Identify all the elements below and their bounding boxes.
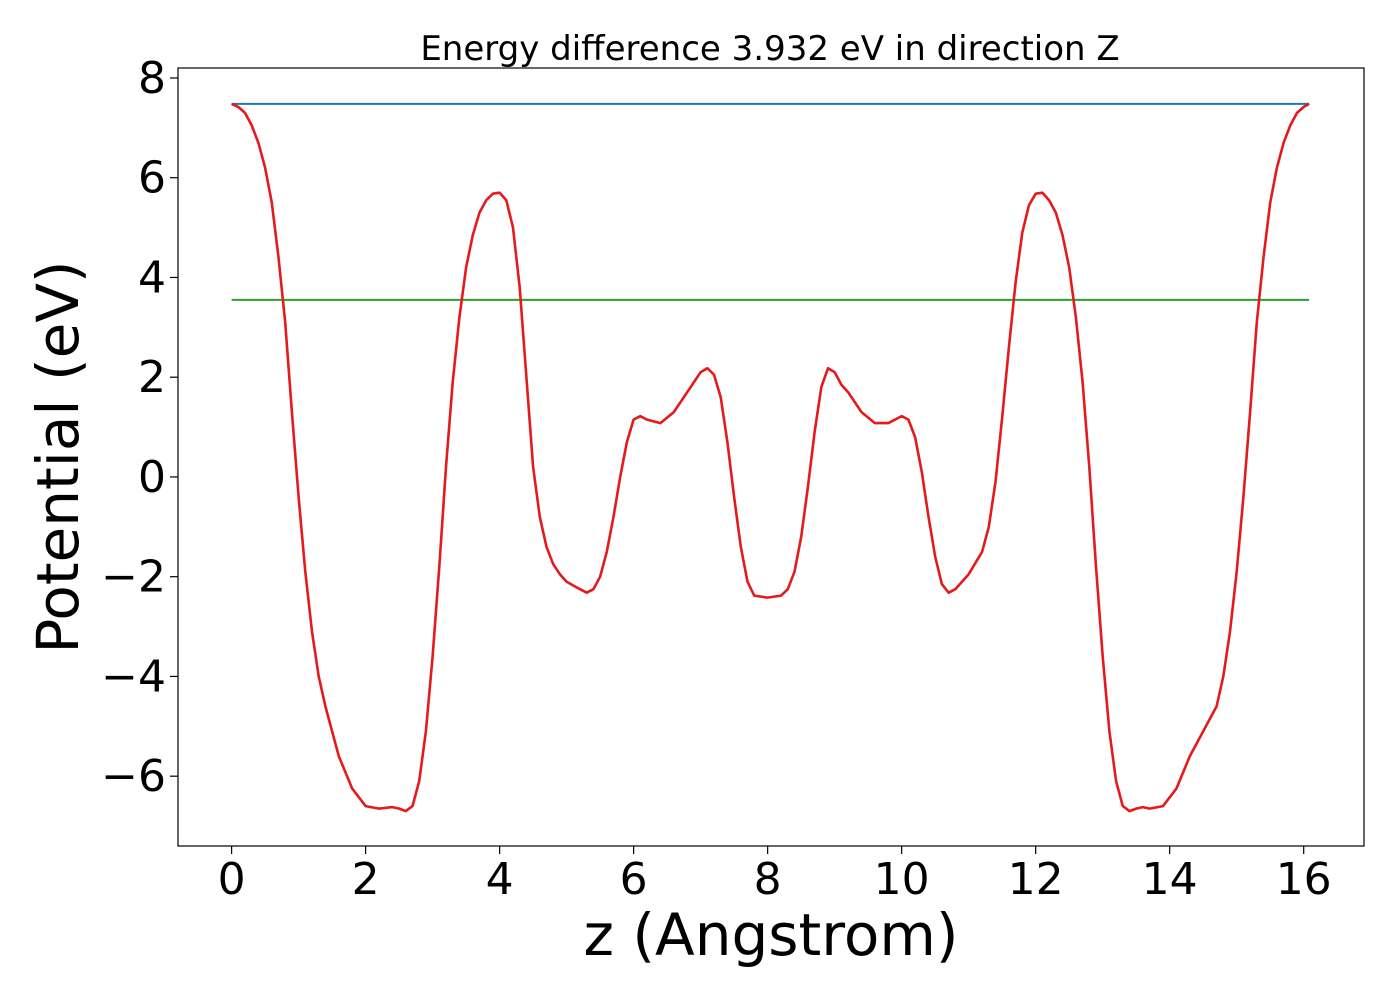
y-tick-label: 4 xyxy=(138,252,166,303)
x-tick-label: 0 xyxy=(218,854,246,905)
x-tick-label: 2 xyxy=(352,854,380,905)
y-tick-label: 0 xyxy=(138,452,166,503)
x-tick-label: 10 xyxy=(874,854,930,905)
y-axis-ticks: −6 −4 −2 0 2 4 6 8 xyxy=(101,53,178,802)
x-axis-label: z (Angstrom) xyxy=(584,901,959,969)
x-tick-label: 4 xyxy=(486,854,514,905)
plot-lines xyxy=(231,102,1310,813)
y-axis-label: Potential (eV) xyxy=(24,260,92,653)
x-axis-ticks: 0 2 4 6 8 10 12 14 16 xyxy=(218,846,1332,905)
y-tick-label: −6 xyxy=(101,751,166,802)
x-tick-label: 16 xyxy=(1276,854,1332,905)
series-line-2 xyxy=(231,102,1310,813)
x-tick-label: 12 xyxy=(1008,854,1064,905)
chart-title: Energy difference 3.932 eV in direction … xyxy=(420,29,1119,69)
y-tick-label: 8 xyxy=(138,53,166,104)
y-tick-label: −4 xyxy=(101,651,166,702)
y-tick-label: 6 xyxy=(138,153,166,204)
y-tick-label: −2 xyxy=(101,552,166,603)
plot-frame xyxy=(177,67,1365,847)
x-tick-label: 8 xyxy=(754,854,782,905)
x-tick-label: 6 xyxy=(620,854,648,905)
x-tick-label: 14 xyxy=(1142,854,1198,905)
y-tick-label: 2 xyxy=(138,352,166,403)
